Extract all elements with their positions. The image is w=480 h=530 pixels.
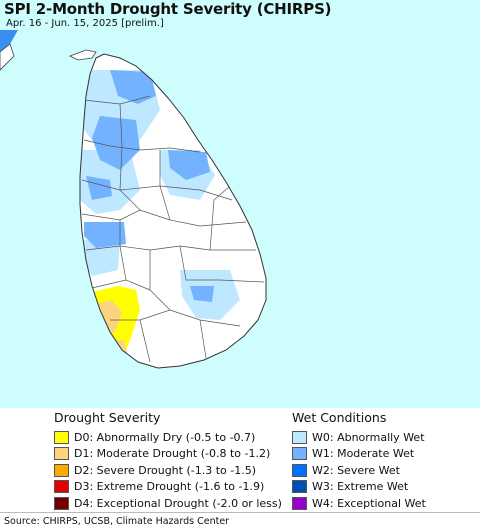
swatch-w4 (292, 496, 307, 510)
legend-item-w4: W4: Exceptional Wet (292, 495, 426, 512)
legend-label-d4: D4: Exceptional Drought (-2.0 or less) (74, 496, 282, 510)
swatch-d0 (54, 430, 69, 444)
legend-item-w3: W3: Extreme Wet (292, 479, 426, 496)
legend-label-d1: D1: Moderate Drought (-0.8 to -1.2) (74, 447, 271, 461)
legend-label-d0: D0: Abnormally Dry (-0.5 to -0.7) (74, 430, 256, 444)
legend-item-d3: D3: Extreme Drought (-1.6 to -1.9) (54, 479, 282, 496)
legend-label-d3: D3: Extreme Drought (-1.6 to -1.9) (74, 480, 265, 494)
swatch-w3 (292, 480, 307, 494)
map-subtitle: Apr. 16 - Jun. 15, 2025 [prelim.] (6, 18, 164, 29)
source-credit: Source: CHIRPS, UCSB, Climate Hazards Ce… (4, 516, 230, 527)
legend-label-w2: W2: Severe Wet (312, 463, 400, 477)
swatch-d4 (54, 496, 69, 510)
legend-label-w4: W4: Exceptional Wet (312, 496, 426, 510)
wet-legend-heading: Wet Conditions (292, 410, 387, 425)
sri-lanka-coastline (79, 53, 267, 369)
drought-legend-heading: Drought Severity (54, 410, 161, 425)
jaffna-peninsula (69, 49, 97, 61)
swatch-d1 (54, 447, 69, 461)
drought-legend: Drought Severity D0: Abnormally Dry (-0.… (54, 408, 282, 512)
map-title: SPI 2-Month Drought Severity (CHIRPS) (4, 0, 332, 18)
legend-item-d1: D1: Moderate Drought (-0.8 to -1.2) (54, 446, 282, 463)
swatch-d3 (54, 480, 69, 494)
ocean (0, 0, 480, 408)
legend: Drought Severity D0: Abnormally Dry (-0.… (0, 408, 480, 512)
swatch-w1 (292, 447, 307, 461)
swatch-d2 (54, 463, 69, 477)
legend-item-w0: W0: Abnormally Wet (292, 429, 426, 446)
legend-label-d2: D2: Severe Drought (-1.3 to -1.5) (74, 463, 257, 477)
legend-item-w2: W2: Severe Wet (292, 462, 426, 479)
legend-item-d2: D2: Severe Drought (-1.3 to -1.5) (54, 462, 282, 479)
india-land (0, 43, 15, 71)
legend-item-d0: D0: Abnormally Dry (-0.5 to -0.7) (54, 429, 282, 446)
swatch-w0 (292, 430, 307, 444)
footer: Source: CHIRPS, UCSB, Climate Hazards Ce… (0, 512, 480, 530)
legend-label-w0: W0: Abnormally Wet (312, 430, 425, 444)
india-coast (0, 30, 18, 52)
wet-legend: Wet Conditions W0: Abnormally Wet W1: Mo… (292, 408, 426, 512)
map-panel: SPI 2-Month Drought Severity (CHIRPS) Ap… (0, 0, 480, 408)
legend-label-w3: W3: Extreme Wet (312, 480, 409, 494)
legend-item-d4: D4: Exceptional Drought (-2.0 or less) (54, 495, 282, 512)
swatch-w2 (292, 463, 307, 477)
drought-map (0, 0, 480, 408)
legend-label-w1: W1: Moderate Wet (312, 447, 415, 461)
legend-item-w1: W1: Moderate Wet (292, 446, 426, 463)
district-boundaries (81, 95, 265, 363)
